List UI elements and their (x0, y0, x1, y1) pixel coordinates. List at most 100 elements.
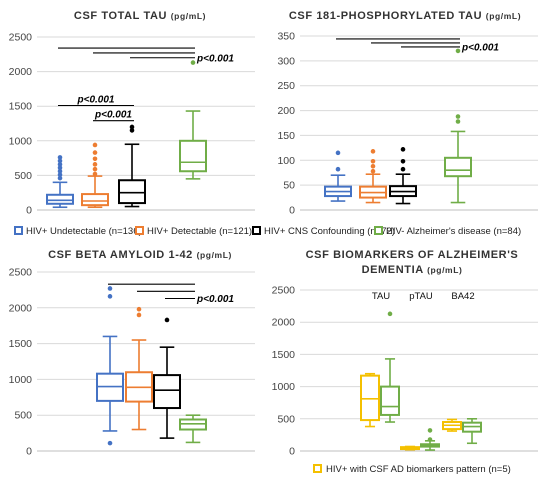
y-tick-label: 2000 (9, 302, 33, 314)
box-1-box (46, 193, 74, 205)
y-tick-label: 1000 (272, 381, 296, 393)
legend-swatch-confounding (252, 226, 261, 235)
panel-phosphorylated-tau: CSF 181-PHOSPHORYLATED TAU (pg/mL) 0 50 100… (277, 10, 538, 217)
box-2-box (81, 193, 109, 207)
box-2-outlier (92, 171, 98, 177)
y-tick-label: 350 (277, 31, 295, 43)
chart-title: CSF 181-PHOSPHORYLATED TAU (pg/mL) (289, 10, 521, 22)
y-tick-label: 1500 (9, 101, 33, 113)
box-1-outlier (335, 150, 341, 156)
box-3-outlier (164, 317, 170, 323)
box-1-outlier (57, 165, 63, 171)
panel-beta-amyloid: CSF BETA AMYLOID 1-42 (pg/mL) 0 500 1000 150… (9, 249, 255, 458)
group-1-box-1-box (360, 374, 380, 422)
y-tick-label: 200 (277, 105, 295, 117)
legend-label-confounding: HIV+ CNS Confounding (n=72) (264, 226, 395, 237)
y-tick-label: 2500 (272, 285, 296, 297)
panel-ad-pattern: CSF BIOMARKERS OF ALZHEIMER'S DEMENTIA (… (272, 249, 538, 475)
y-tick-label: 150 (277, 130, 295, 142)
box-3-outlier (400, 147, 406, 152)
chart-title-unit: (pg/mL) (171, 11, 206, 21)
y-tick-label: 2500 (9, 32, 33, 44)
box-2-outlier (92, 156, 98, 162)
box-1-outlier (107, 440, 113, 446)
category-label: pTAU (409, 291, 433, 302)
y-tick-label: 1500 (272, 349, 296, 361)
y-tick-label: 0 (26, 205, 32, 217)
box-3-outlier (400, 166, 406, 172)
y-tick-label: 500 (14, 170, 32, 182)
y-tick-label: 500 (14, 410, 32, 422)
box-4-outlier (455, 119, 461, 124)
legend-swatch-undetectable (14, 226, 23, 235)
p-value-label: p<0.001 (196, 53, 234, 64)
y-tick-label: 0 (26, 446, 32, 458)
box-4-outlier (190, 60, 196, 65)
box-3-box (118, 179, 146, 205)
chart-title-unit: (pg/mL) (197, 250, 232, 260)
legend-label: HIV+ with CSF AD biomarkers pattern (n=5… (326, 464, 511, 475)
chart-title: CSF BIOMARKERS OF ALZHEIMER'S (306, 249, 519, 261)
box-4-outlier (455, 114, 461, 119)
box-2-outlier (136, 306, 142, 312)
box-3-outlier (400, 158, 406, 164)
box-1-outlier (335, 166, 341, 172)
y-tick-label: 1000 (9, 374, 33, 386)
box-2-outlier (370, 163, 376, 169)
box-4-box (444, 156, 472, 178)
box-2-outlier (92, 166, 98, 172)
box-3-box (153, 374, 181, 410)
y-tick-label: 2000 (272, 317, 296, 329)
box-1-outlier (107, 286, 113, 291)
group-2-box-2-outlier (427, 437, 433, 442)
box-1-outlier (57, 175, 63, 181)
box-2-outlier (370, 158, 376, 164)
chart-title-unit: (pg/mL) (427, 265, 462, 275)
y-tick-label: 500 (277, 413, 295, 425)
chart-title: CSF BETA AMYLOID 1-42 (pg/mL) (48, 249, 232, 261)
y-tick-label: 2500 (9, 267, 33, 279)
box-2-outlier (92, 150, 98, 155)
box-1-outlier (57, 172, 63, 178)
box-1-outlier (57, 158, 63, 164)
box-1-outlier (57, 155, 63, 160)
p-value-label: p<0.001 (94, 110, 132, 121)
box-2-outlier (370, 168, 376, 174)
chart-title-unit: (pg/mL) (486, 11, 521, 21)
y-tick-label: 2000 (9, 66, 33, 78)
y-tick-label: 0 (289, 205, 295, 217)
legend-swatch-alzheimers (374, 226, 383, 235)
chart-title-line2: DEMENTIA (pg/mL) (362, 264, 463, 276)
legend-label-undetectable: HIV+ Undetectable (n=136) (26, 226, 142, 237)
box-4-outlier (455, 48, 461, 54)
legend-swatch-detectable (135, 226, 144, 235)
chart-title-text: CSF TOTAL TAU (74, 10, 171, 22)
group-1-box-2-outlier (387, 311, 393, 317)
box-1-outlier (107, 294, 113, 299)
y-tick-label: 300 (277, 55, 295, 67)
y-tick-label: 250 (277, 80, 295, 92)
chart-title-text: CSF 181-PHOSPHORYLATED TAU (289, 10, 486, 22)
y-tick-label: 0 (289, 446, 295, 458)
p-value-label: p<0.001 (461, 42, 499, 53)
box-1-outlier (57, 168, 63, 174)
legend: HIV+ Undetectable (n=136) HIV+ Detectable… (14, 226, 521, 237)
box-4-box (179, 139, 207, 173)
y-tick-label: 1000 (9, 135, 33, 147)
box-3-outlier (129, 124, 135, 130)
box-2-outlier (92, 142, 98, 148)
category-label: BA42 (451, 291, 474, 302)
panel-total-tau: CSF TOTAL TAU (pg/mL) 0 500 1000 1500 2000 250… (9, 10, 255, 217)
chart-title-text: DEMENTIA (362, 264, 428, 276)
y-tick-label: 100 (277, 155, 295, 167)
y-tick-label: 1500 (9, 338, 33, 350)
box-2-outlier (136, 312, 142, 318)
p-value-label: p<0.001 (77, 95, 115, 106)
box-1-outlier (57, 162, 63, 167)
legend-label-alzheimers: HIV- Alzheimer's disease (n=84) (386, 226, 521, 237)
chart-title: CSF TOTAL TAU (pg/mL) (74, 10, 206, 22)
group-1-box-2-box (380, 385, 400, 416)
box-2-outlier (370, 149, 376, 154)
y-tick-label: 50 (283, 180, 295, 192)
